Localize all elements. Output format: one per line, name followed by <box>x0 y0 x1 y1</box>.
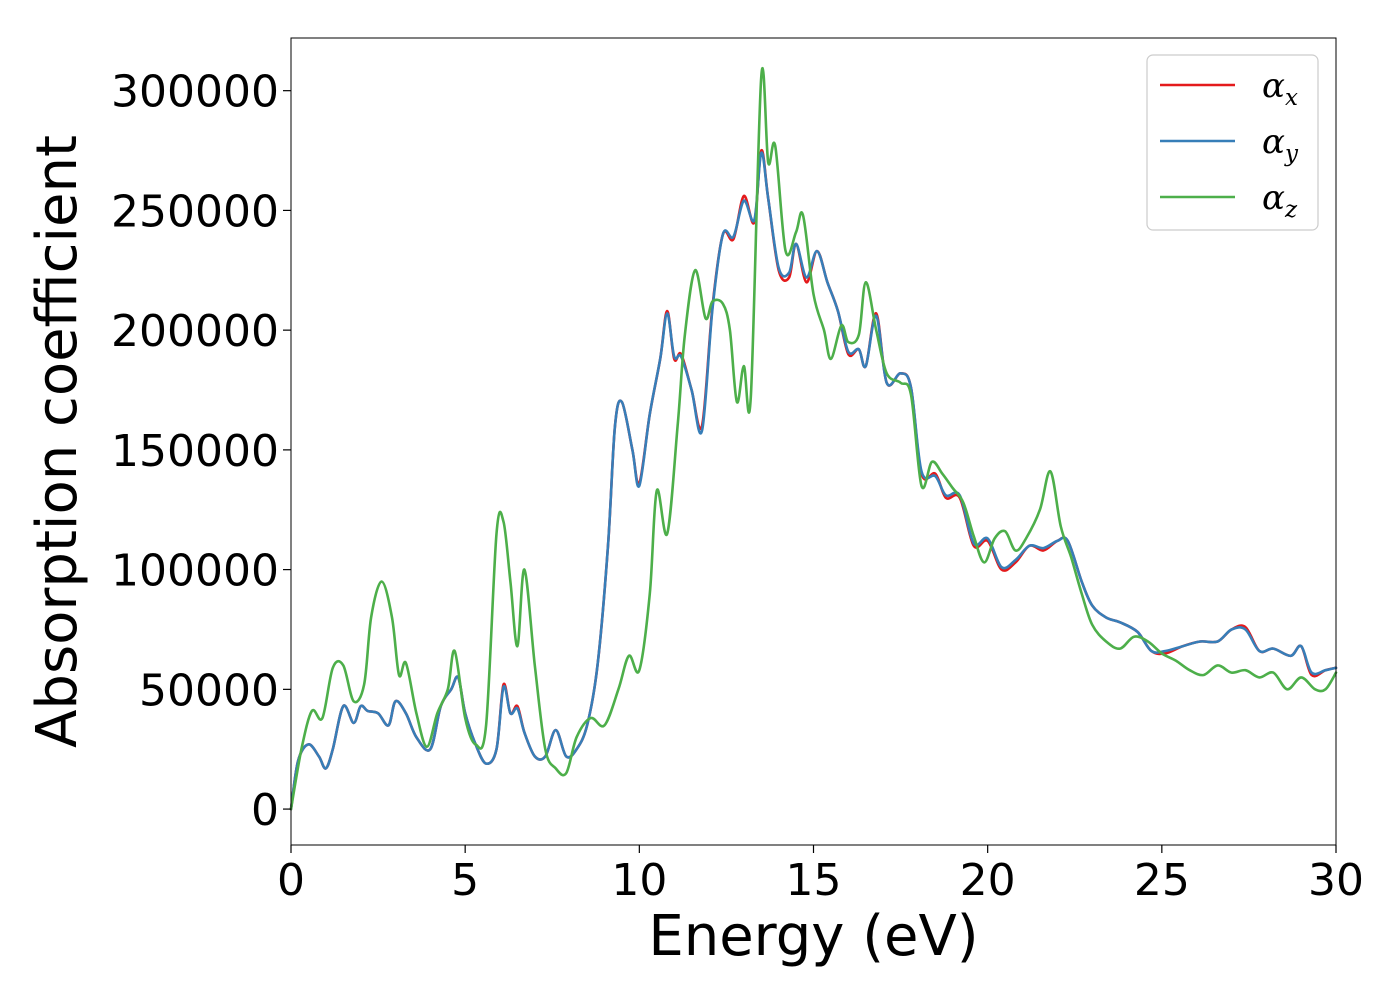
legend-subscript: x <box>1285 85 1298 111</box>
y-tick-label: 150000 <box>111 426 279 477</box>
y-tick-label: 300000 <box>111 67 279 118</box>
x-axis-label: Energy (eV) <box>648 904 978 969</box>
series-line-z <box>289 66 1338 811</box>
x-tick-label: 10 <box>611 855 667 906</box>
legend-subscript: y <box>1284 141 1299 167</box>
y-tick-label: 100000 <box>111 546 279 597</box>
legend-box <box>1146 54 1319 231</box>
y-tick-label: 0 <box>251 785 279 836</box>
y-tick-label: 200000 <box>111 306 279 357</box>
x-tick-label: 5 <box>451 855 479 906</box>
y-tick-label: 50000 <box>139 665 279 716</box>
x-axis-ticks: 0 5 10 15 20 25 30 <box>277 845 1364 906</box>
y-axis-label: Absorption coefficient <box>25 135 90 748</box>
x-tick-label: 30 <box>1308 855 1364 906</box>
y-tick-label: 250000 <box>111 186 279 237</box>
x-tick-label: 20 <box>960 855 1016 906</box>
series-layer <box>289 66 1338 811</box>
y-axis-ticks: 0 50000 100000 150000 200000 250000 300000 <box>111 67 291 836</box>
x-tick-label: 25 <box>1134 855 1190 906</box>
legend-subscript: z <box>1284 197 1298 223</box>
x-tick-label: 0 <box>277 855 305 906</box>
x-tick-label: 15 <box>786 855 842 906</box>
